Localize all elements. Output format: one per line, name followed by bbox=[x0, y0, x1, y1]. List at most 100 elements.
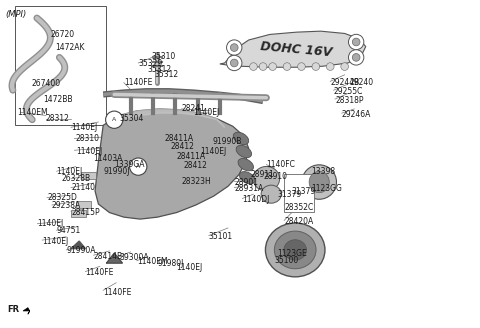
Text: 1140DJ: 1140DJ bbox=[242, 195, 270, 204]
Polygon shape bbox=[95, 109, 249, 219]
Text: 28312: 28312 bbox=[46, 114, 70, 123]
Text: 35100: 35100 bbox=[275, 256, 299, 265]
Text: 39300A: 39300A bbox=[119, 253, 149, 262]
Text: 28241: 28241 bbox=[181, 104, 205, 113]
Bar bbox=[15, 6, 106, 125]
Circle shape bbox=[230, 59, 238, 67]
Circle shape bbox=[348, 34, 364, 50]
Text: 1123GG: 1123GG bbox=[311, 184, 342, 193]
Ellipse shape bbox=[238, 158, 253, 171]
Text: 29255C: 29255C bbox=[334, 87, 363, 96]
Circle shape bbox=[312, 63, 320, 71]
Polygon shape bbox=[107, 253, 122, 263]
Circle shape bbox=[352, 38, 360, 46]
Text: 28415P: 28415P bbox=[71, 208, 100, 217]
Polygon shape bbox=[71, 241, 85, 249]
Circle shape bbox=[298, 63, 305, 71]
Text: A: A bbox=[136, 164, 140, 169]
Circle shape bbox=[227, 55, 242, 71]
Ellipse shape bbox=[233, 132, 249, 145]
Text: 1140EJ: 1140EJ bbox=[76, 147, 102, 156]
Bar bbox=[81, 172, 96, 179]
Text: 28420A: 28420A bbox=[284, 217, 313, 226]
Circle shape bbox=[227, 40, 242, 55]
Text: 1140EJ: 1140EJ bbox=[37, 219, 64, 228]
Polygon shape bbox=[113, 109, 225, 127]
Text: 91990B: 91990B bbox=[212, 137, 241, 146]
Polygon shape bbox=[220, 31, 366, 67]
Text: 1140EJ: 1140EJ bbox=[42, 236, 69, 246]
Text: 29238A: 29238A bbox=[52, 201, 81, 210]
Text: 13398: 13398 bbox=[311, 167, 335, 176]
Text: 35312: 35312 bbox=[155, 70, 179, 79]
Text: 28901: 28901 bbox=[234, 177, 258, 187]
Text: 28412: 28412 bbox=[170, 142, 194, 152]
Text: 1140EJ: 1140EJ bbox=[71, 123, 97, 133]
Text: 1140FE: 1140FE bbox=[85, 268, 114, 277]
Ellipse shape bbox=[253, 166, 279, 191]
Text: 1123GE: 1123GE bbox=[277, 249, 307, 258]
Text: 28352C: 28352C bbox=[284, 203, 313, 212]
Text: 21140: 21140 bbox=[71, 183, 95, 192]
Bar bbox=[76, 201, 91, 208]
Circle shape bbox=[130, 158, 147, 175]
Text: (MPI): (MPI) bbox=[6, 10, 27, 19]
Text: 28412: 28412 bbox=[183, 161, 207, 170]
Text: 35329: 35329 bbox=[138, 59, 163, 69]
Circle shape bbox=[106, 111, 123, 128]
Circle shape bbox=[348, 50, 364, 65]
Text: 1339GA: 1339GA bbox=[114, 160, 145, 169]
Text: 28910: 28910 bbox=[263, 172, 287, 181]
Text: 26720: 26720 bbox=[50, 30, 74, 39]
Text: 28318P: 28318P bbox=[335, 95, 363, 105]
Text: 28931A: 28931A bbox=[234, 184, 264, 193]
Text: 11403A: 11403A bbox=[94, 154, 123, 163]
Circle shape bbox=[269, 63, 276, 71]
Circle shape bbox=[352, 53, 360, 61]
Ellipse shape bbox=[236, 145, 252, 158]
Text: 1140FE: 1140FE bbox=[124, 78, 152, 87]
Text: 91990J: 91990J bbox=[103, 167, 130, 176]
Text: 1140FC: 1140FC bbox=[266, 160, 295, 169]
Ellipse shape bbox=[265, 223, 325, 277]
Text: 29240: 29240 bbox=[349, 78, 373, 87]
Text: DOHC 16V: DOHC 16V bbox=[260, 40, 333, 59]
Text: 35310: 35310 bbox=[151, 52, 176, 61]
Text: 1140EJ: 1140EJ bbox=[193, 108, 219, 117]
Text: 31379: 31379 bbox=[292, 187, 316, 196]
Text: 29244B: 29244B bbox=[330, 78, 360, 87]
Text: 1140FE: 1140FE bbox=[103, 288, 132, 297]
Bar bbox=[284, 174, 314, 212]
Text: 28411A: 28411A bbox=[164, 134, 193, 143]
Text: 28411A: 28411A bbox=[177, 152, 206, 161]
Text: 28310: 28310 bbox=[76, 134, 100, 143]
Ellipse shape bbox=[302, 165, 336, 199]
Text: 1140EJ: 1140EJ bbox=[201, 147, 227, 156]
Circle shape bbox=[283, 63, 291, 71]
Text: 26328B: 26328B bbox=[61, 174, 91, 183]
Text: 1140EM: 1140EM bbox=[17, 108, 48, 117]
Text: 28323H: 28323H bbox=[181, 176, 211, 186]
Text: 91990A: 91990A bbox=[66, 246, 96, 256]
Circle shape bbox=[341, 63, 348, 71]
Text: FR: FR bbox=[7, 305, 19, 315]
Text: 28911: 28911 bbox=[251, 170, 275, 179]
Text: 29246A: 29246A bbox=[342, 110, 371, 119]
Ellipse shape bbox=[261, 185, 281, 203]
Circle shape bbox=[230, 44, 238, 51]
Text: 28325D: 28325D bbox=[47, 193, 77, 202]
Bar bbox=[71, 210, 86, 217]
Text: 1140EM: 1140EM bbox=[137, 257, 168, 266]
Text: 35101: 35101 bbox=[209, 232, 233, 241]
Text: 1472AK: 1472AK bbox=[55, 43, 84, 52]
Ellipse shape bbox=[275, 231, 316, 269]
Text: 267400: 267400 bbox=[31, 79, 60, 88]
Ellipse shape bbox=[309, 171, 329, 193]
Text: A: A bbox=[112, 117, 116, 122]
Circle shape bbox=[250, 63, 257, 71]
Ellipse shape bbox=[240, 172, 255, 184]
Text: 1140EJ: 1140EJ bbox=[57, 167, 83, 176]
Ellipse shape bbox=[284, 240, 307, 260]
Text: 94751: 94751 bbox=[57, 226, 81, 235]
Text: 35304: 35304 bbox=[119, 114, 144, 123]
